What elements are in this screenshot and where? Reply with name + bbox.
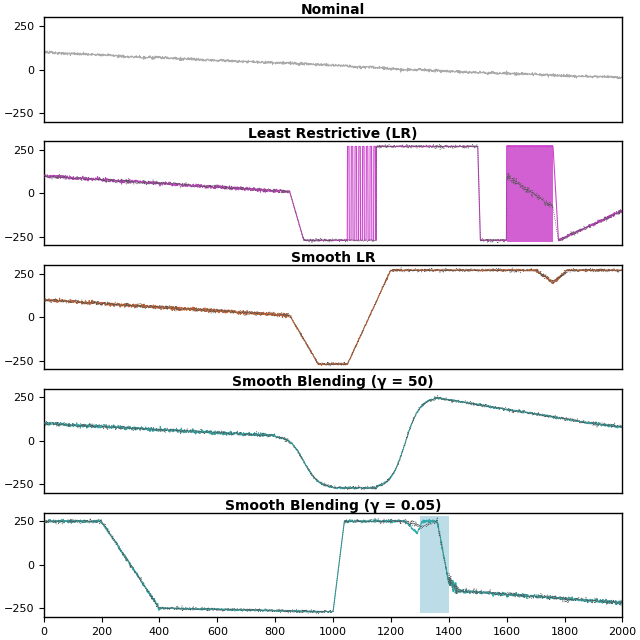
Title: Smooth Blending (γ = 0.05): Smooth Blending (γ = 0.05)	[225, 499, 442, 513]
Title: Least Restrictive (LR): Least Restrictive (LR)	[248, 127, 418, 141]
Title: Nominal: Nominal	[301, 3, 365, 17]
Title: Smooth Blending (γ = 50): Smooth Blending (γ = 50)	[232, 375, 434, 389]
Title: Smooth LR: Smooth LR	[291, 251, 376, 265]
Bar	[420, 516, 449, 613]
Bar	[507, 145, 553, 242]
